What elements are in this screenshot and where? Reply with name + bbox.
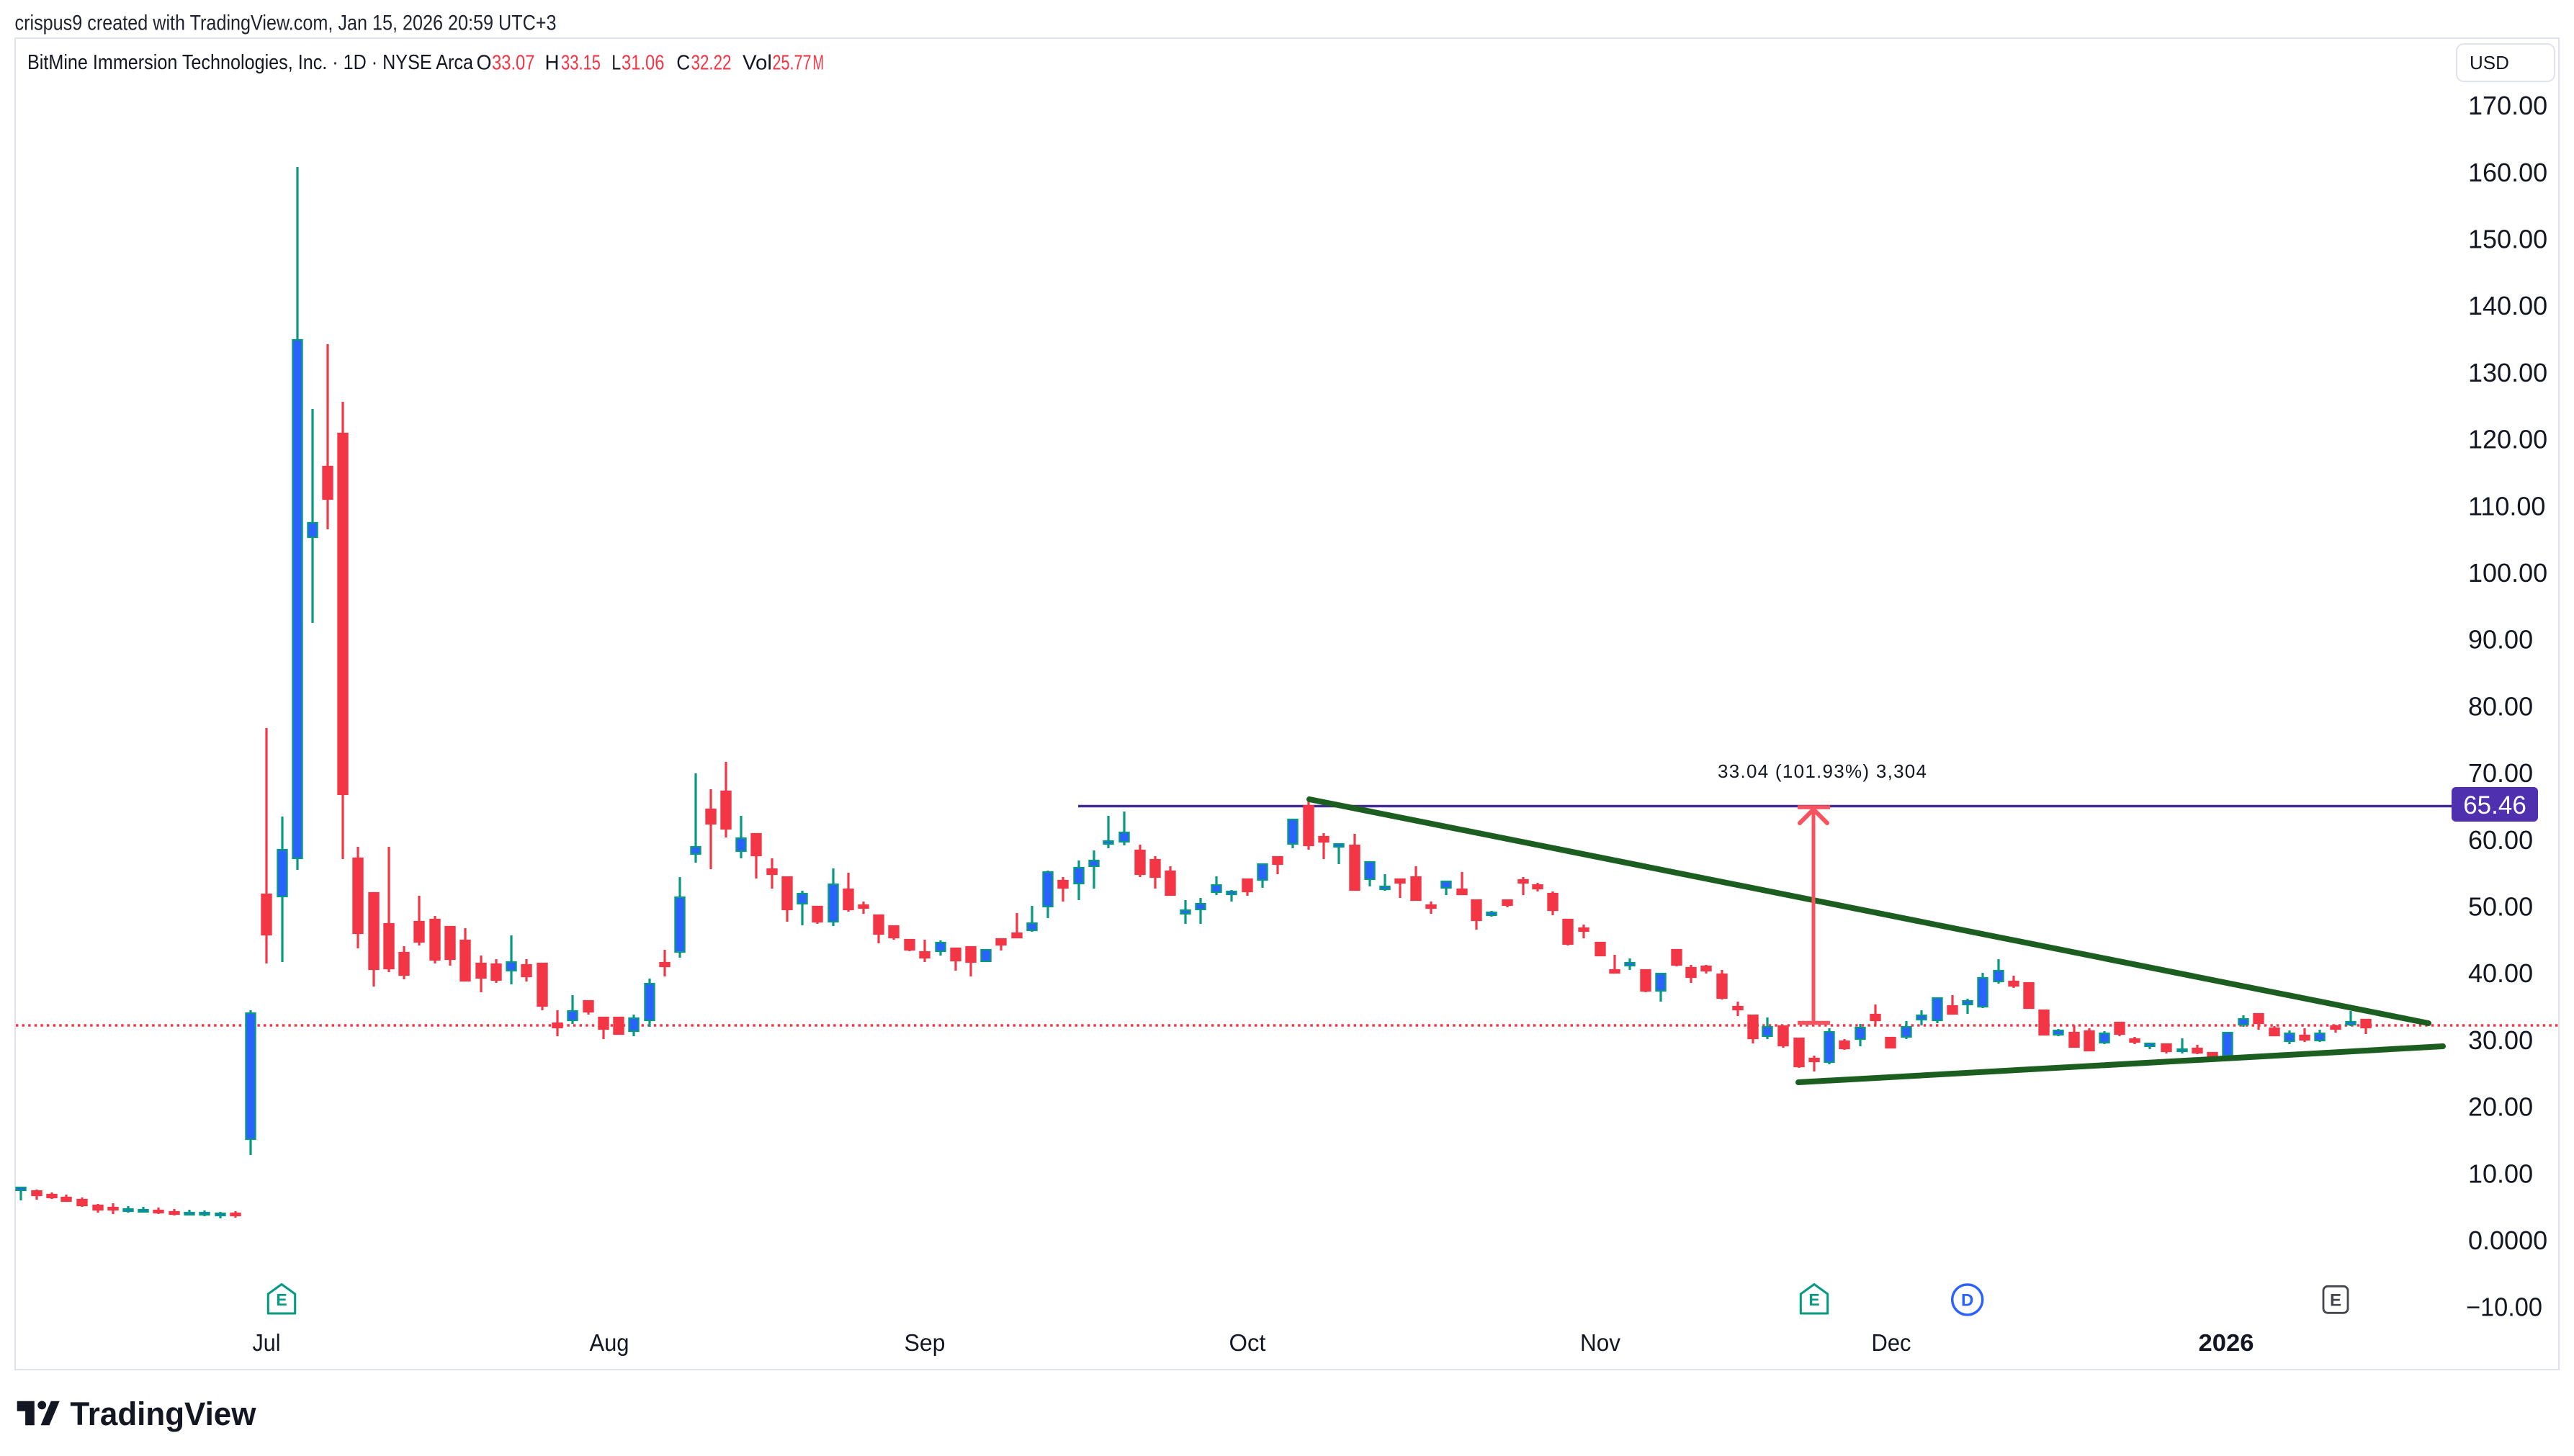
svg-text:25.77: 25.77 — [773, 52, 812, 75]
svg-text:0.0000: 0.0000 — [2468, 1226, 2547, 1255]
svg-text:D: D — [1961, 1290, 1973, 1310]
svg-text:31.06: 31.06 — [622, 52, 665, 75]
svg-text:60.00: 60.00 — [2468, 825, 2533, 855]
svg-text:50.00: 50.00 — [2468, 892, 2533, 922]
svg-text:Dec: Dec — [1872, 1329, 1911, 1356]
svg-text:33.07: 33.07 — [492, 52, 535, 75]
svg-text:Oct: Oct — [1229, 1329, 1266, 1356]
svg-text:90.00: 90.00 — [2468, 625, 2533, 655]
svg-text:30.00: 30.00 — [2468, 1025, 2533, 1055]
svg-text:Sep: Sep — [905, 1329, 946, 1356]
svg-text:170.00: 170.00 — [2468, 91, 2547, 120]
svg-text:Jul: Jul — [253, 1329, 281, 1356]
svg-text:TradingView: TradingView — [70, 1396, 256, 1432]
svg-text:33.15: 33.15 — [561, 52, 601, 75]
svg-text:40.00: 40.00 — [2468, 958, 2533, 988]
svg-text:O: O — [477, 52, 492, 75]
svg-text:160.00: 160.00 — [2468, 158, 2547, 187]
svg-text:M: M — [813, 52, 825, 75]
svg-text:120.00: 120.00 — [2468, 425, 2547, 454]
svg-text:100.00: 100.00 — [2468, 558, 2547, 588]
svg-text:70.00: 70.00 — [2468, 758, 2533, 788]
svg-text:H: H — [545, 52, 560, 75]
svg-text:32.22: 32.22 — [691, 52, 732, 75]
svg-text:USD: USD — [2470, 52, 2509, 73]
svg-text:10.00: 10.00 — [2468, 1159, 2533, 1188]
svg-text:140.00: 140.00 — [2468, 291, 2547, 320]
svg-text:150.00: 150.00 — [2468, 225, 2547, 254]
svg-text:E: E — [2330, 1291, 2341, 1311]
svg-text:E: E — [1808, 1290, 1819, 1309]
svg-text:−10.00: −10.00 — [2466, 1293, 2542, 1322]
svg-text:130.00: 130.00 — [2468, 358, 2547, 387]
svg-text:E: E — [276, 1290, 287, 1309]
svg-text:2026: 2026 — [2199, 1329, 2254, 1356]
svg-text:Nov: Nov — [1580, 1329, 1620, 1356]
svg-text:20.00: 20.00 — [2468, 1092, 2533, 1122]
svg-text:BitMine Immersion Technologies: BitMine Immersion Technologies, Inc. · 1… — [27, 51, 474, 74]
svg-text:Vol: Vol — [743, 52, 772, 75]
svg-text:110.00: 110.00 — [2468, 491, 2545, 521]
svg-text:65.46: 65.46 — [2463, 791, 2526, 819]
svg-text:Aug: Aug — [590, 1329, 629, 1356]
svg-text:L: L — [611, 52, 621, 75]
svg-text:crispus9 created with TradingV: crispus9 created with TradingView.com, J… — [15, 12, 557, 35]
svg-text:C: C — [676, 52, 690, 75]
svg-text:80.00: 80.00 — [2468, 691, 2533, 721]
svg-text:33.04 (101.93%) 3,304: 33.04 (101.93%) 3,304 — [1718, 760, 1927, 782]
